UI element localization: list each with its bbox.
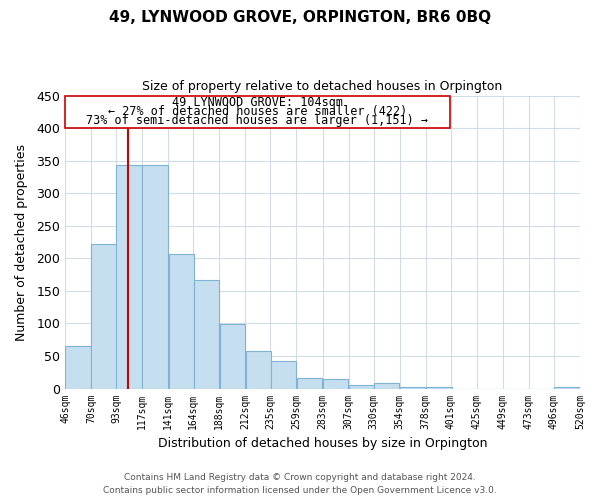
Bar <box>245 352 271 389</box>
Bar <box>116 164 142 388</box>
X-axis label: Distribution of detached houses by size in Orpington: Distribution of detached houses by size … <box>158 437 487 450</box>
Bar <box>426 386 452 388</box>
Bar <box>169 254 194 388</box>
Bar <box>374 384 400 388</box>
Bar <box>91 244 117 388</box>
Text: Contains HM Land Registry data © Crown copyright and database right 2024.
Contai: Contains HM Land Registry data © Crown c… <box>103 474 497 495</box>
Text: 49, LYNWOOD GROVE, ORPINGTON, BR6 0BQ: 49, LYNWOOD GROVE, ORPINGTON, BR6 0BQ <box>109 10 491 25</box>
Bar <box>400 386 425 388</box>
Bar <box>349 384 374 388</box>
Text: 49 LYNWOOD GROVE: 104sqm: 49 LYNWOOD GROVE: 104sqm <box>172 96 343 109</box>
Bar <box>142 164 168 388</box>
Bar <box>220 324 245 388</box>
Bar <box>271 360 296 388</box>
Title: Size of property relative to detached houses in Orpington: Size of property relative to detached ho… <box>142 80 503 93</box>
Bar <box>323 380 349 388</box>
Bar <box>194 280 219 388</box>
Bar <box>65 96 449 128</box>
Bar <box>65 346 91 389</box>
Y-axis label: Number of detached properties: Number of detached properties <box>15 144 28 340</box>
Bar <box>297 378 322 388</box>
Text: 73% of semi-detached houses are larger (1,151) →: 73% of semi-detached houses are larger (… <box>86 114 428 128</box>
Text: ← 27% of detached houses are smaller (422): ← 27% of detached houses are smaller (42… <box>108 106 407 118</box>
